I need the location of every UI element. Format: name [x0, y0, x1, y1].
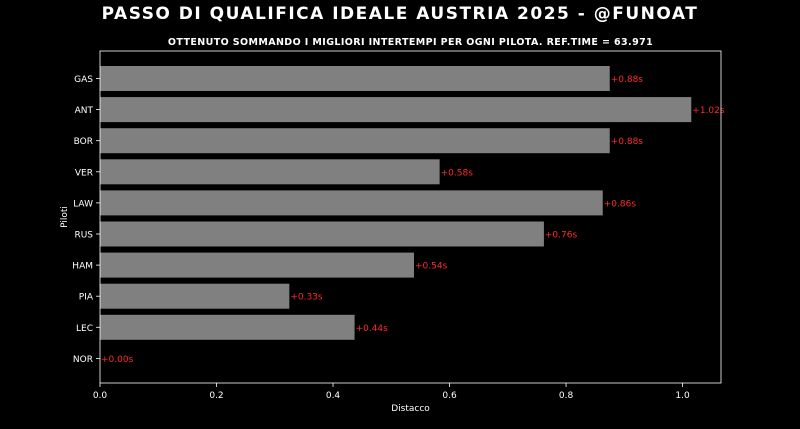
y-tick-label-law: LAW: [73, 199, 93, 209]
bar-rus: [100, 221, 544, 247]
data-label-bor: +0.88s: [611, 137, 644, 147]
data-label-rus: +0.76s: [545, 231, 578, 241]
bar-law: [100, 190, 603, 216]
plot-frame: [99, 50, 722, 384]
data-label-lec: +0.44s: [356, 324, 389, 334]
y-tick-label-gas: GAS: [74, 75, 93, 85]
chart-title: PASSO DI QUALIFICA IDEALE AUSTRIA 2025 -…: [101, 4, 699, 24]
bar-gas: [100, 66, 610, 91]
y-tick-label-bor: BOR: [74, 137, 93, 147]
data-label-ham: +0.54s: [415, 262, 448, 272]
data-label-nor: +0.00s: [101, 355, 134, 365]
bar-bor: [100, 128, 610, 154]
bar-ver: [100, 159, 440, 185]
x-axis-label: Distacco: [391, 404, 430, 414]
data-label-gas: +0.88s: [611, 75, 644, 85]
x-tick-label: 0.8: [559, 391, 574, 401]
bar-lec: [100, 314, 355, 340]
x-tick-label: 0.4: [326, 391, 341, 401]
x-tick-label: 0.2: [209, 391, 223, 401]
bar-ant: [100, 97, 692, 123]
bar-ham: [100, 252, 414, 278]
bar-pia: [100, 283, 290, 309]
y-tick-label-rus: RUS: [74, 231, 93, 241]
y-tick-label-nor: NOR: [73, 355, 93, 365]
x-tick-label: 0.6: [442, 391, 457, 401]
y-tick-label-lec: LEC: [76, 324, 93, 334]
y-tick-label-ver: VER: [75, 168, 93, 178]
x-tick-label: 0.0: [93, 391, 108, 401]
y-tick-label-ant: ANT: [75, 106, 94, 116]
chart-subtitle: OTTENUTO SOMMANDO I MIGLIORI INTERTEMPI …: [167, 37, 654, 48]
data-label-ant: +1.02s: [692, 106, 725, 116]
y-tick-label-pia: PIA: [79, 293, 94, 303]
x-tick-label: 1.0: [675, 391, 690, 401]
y-axis-label: Piloti: [60, 206, 70, 228]
data-label-law: +0.86s: [604, 199, 637, 209]
data-label-pia: +0.33s: [290, 293, 323, 303]
y-tick-label-ham: HAM: [72, 262, 93, 272]
data-label-ver: +0.58s: [441, 168, 474, 178]
